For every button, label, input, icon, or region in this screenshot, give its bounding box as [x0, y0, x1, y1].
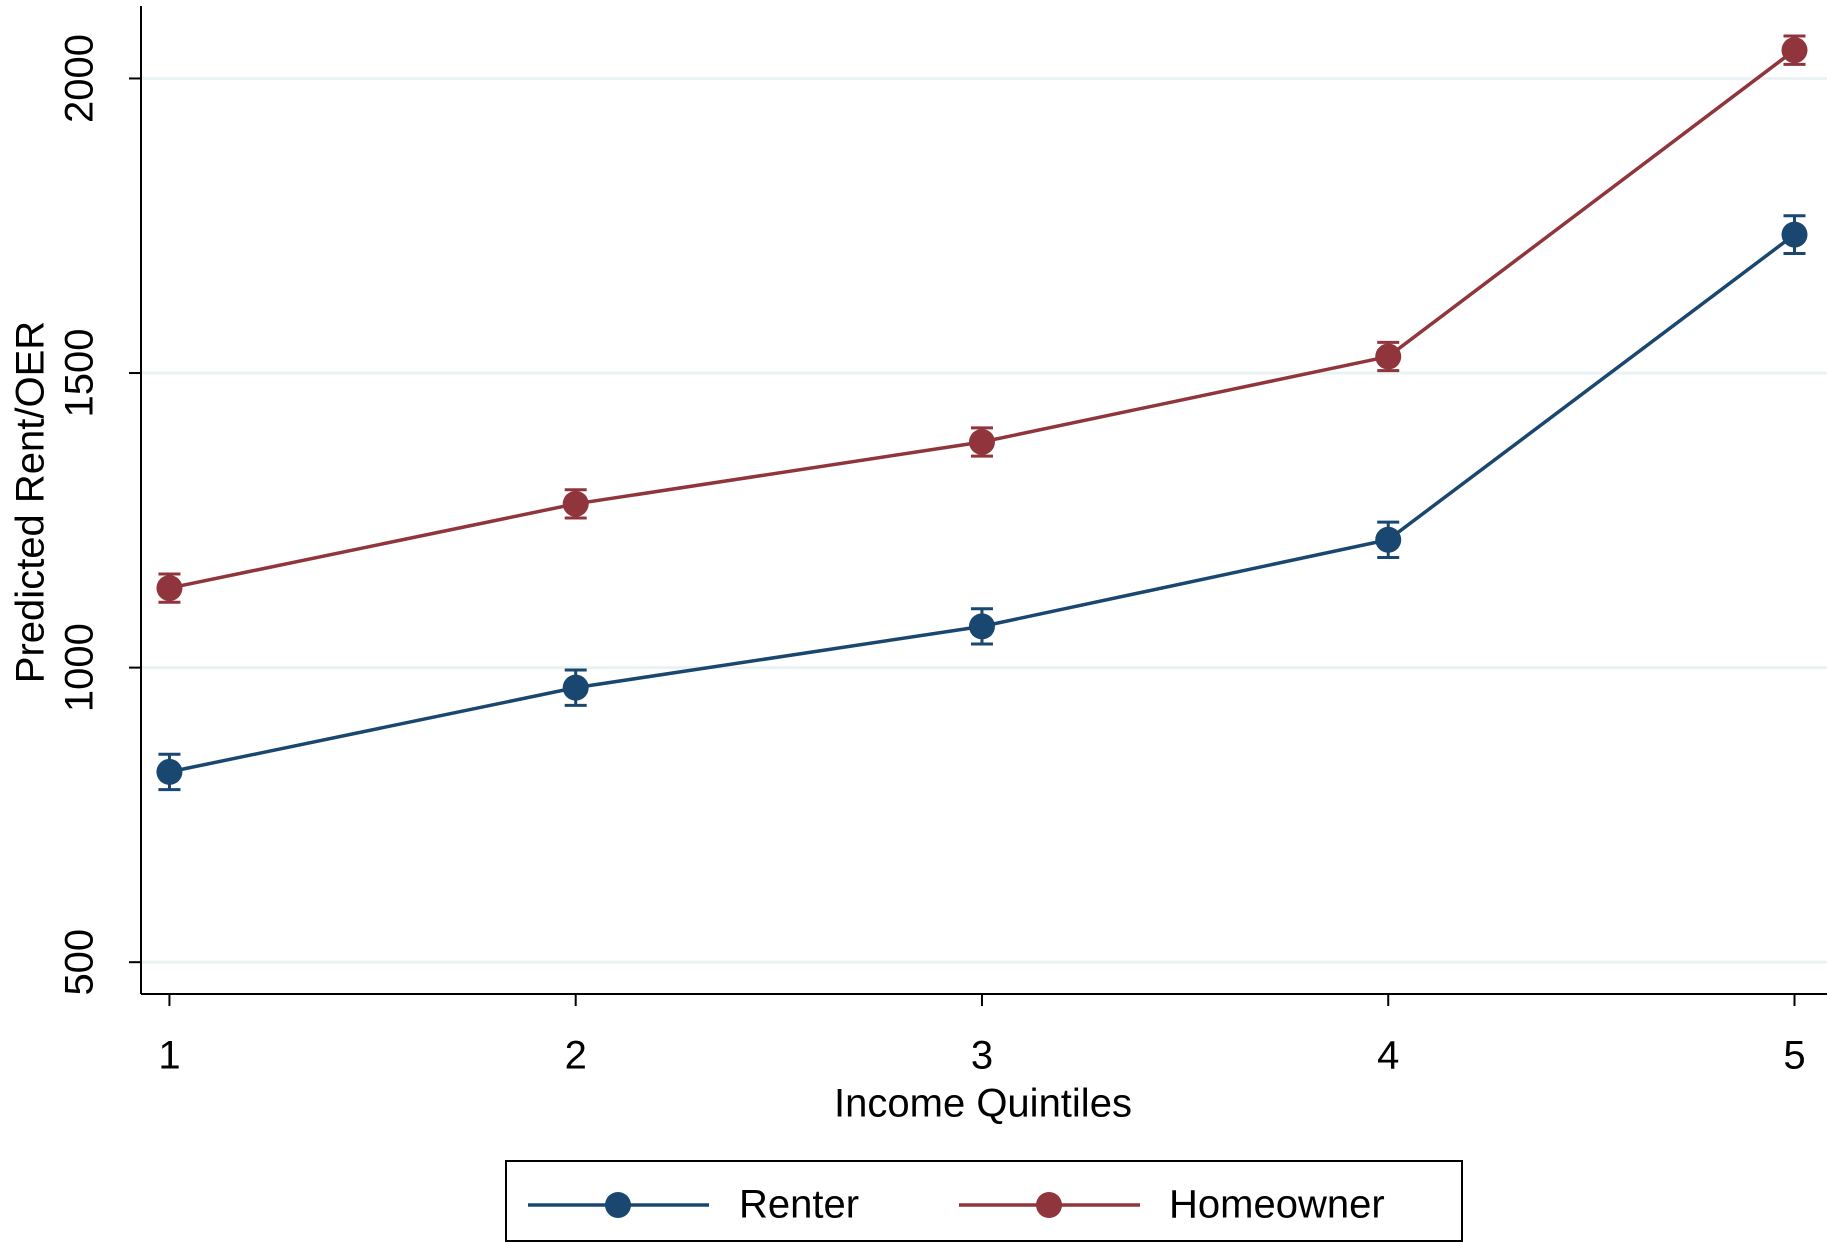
marker	[156, 758, 183, 785]
marker	[1781, 221, 1808, 248]
y-tick-label: 1000	[58, 623, 102, 712]
x-tick-label: 1	[158, 1034, 180, 1078]
x-tick-label: 2	[565, 1034, 587, 1078]
marker	[968, 428, 995, 455]
series-line	[169, 233, 1796, 774]
y-tick-label: 1500	[58, 329, 102, 418]
marker	[1375, 526, 1402, 553]
legend-marker	[1036, 1192, 1062, 1218]
marker	[1375, 343, 1402, 370]
y-tick-label: 500	[58, 929, 102, 996]
x-axis-label: Income Quintiles	[834, 1082, 1132, 1126]
legend-marker	[605, 1192, 631, 1218]
series-line	[169, 48, 1796, 590]
x-tick-label: 4	[1377, 1034, 1399, 1078]
y-tick-label: 2000	[58, 34, 102, 123]
marker	[156, 575, 183, 602]
legend-label: Renter	[739, 1183, 859, 1227]
legend-box	[505, 1160, 1463, 1242]
x-tick-label: 5	[1783, 1034, 1805, 1078]
marker	[562, 674, 589, 701]
legend-label: Homeowner	[1169, 1183, 1385, 1227]
x-tick-label: 3	[971, 1034, 993, 1078]
marker	[968, 613, 995, 640]
marker	[562, 490, 589, 517]
y-axis-label: Predicted Rent/OER	[9, 321, 53, 683]
marker	[1781, 37, 1808, 64]
